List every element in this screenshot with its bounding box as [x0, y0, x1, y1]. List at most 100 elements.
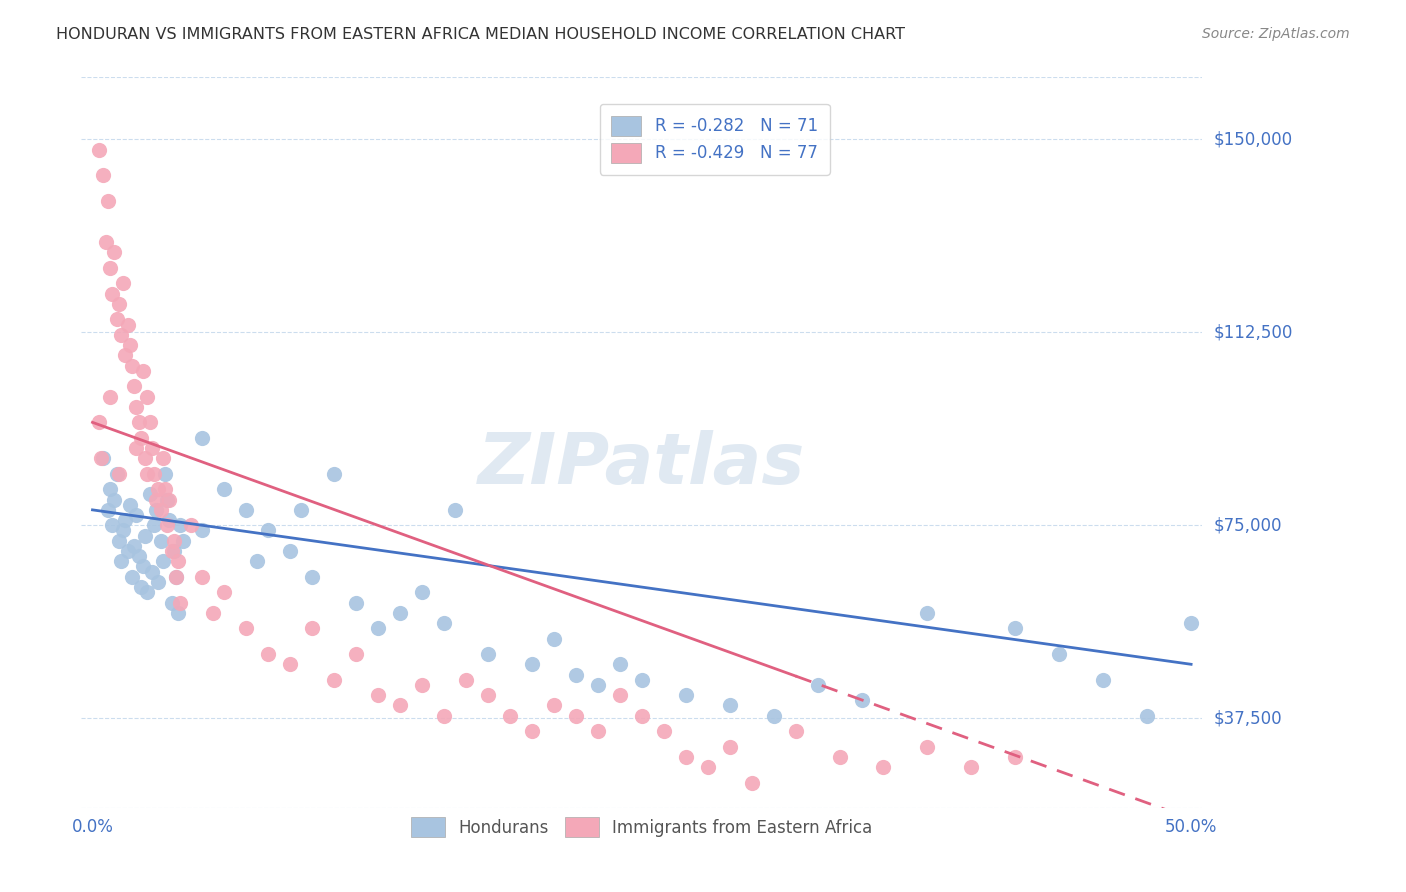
Point: [565, 667, 588, 681]
Point: [138, 415, 160, 429]
Point: [477, 647, 499, 661]
Point: [851, 693, 873, 707]
Point: [141, 565, 163, 579]
Point: [101, 286, 124, 301]
Point: [98, 483, 121, 497]
Point: [1004, 621, 1026, 635]
Point: [290, 503, 312, 517]
Point: [169, 595, 191, 609]
Point: [93, 451, 115, 466]
Point: [145, 492, 167, 507]
Point: [477, 688, 499, 702]
Point: [156, 492, 179, 507]
Point: [520, 657, 543, 672]
Point: [520, 724, 543, 739]
Point: [609, 688, 631, 702]
Point: [630, 708, 652, 723]
Point: [93, 168, 115, 182]
Point: [586, 724, 609, 739]
Point: [609, 657, 631, 672]
Point: [411, 585, 433, 599]
Point: [114, 348, 136, 362]
Point: [214, 483, 236, 497]
Point: [454, 673, 477, 687]
Point: [565, 708, 588, 723]
Point: [125, 441, 148, 455]
Point: [103, 245, 125, 260]
Point: [105, 467, 128, 481]
Point: [101, 518, 124, 533]
Point: [806, 678, 828, 692]
Point: [917, 606, 939, 620]
Point: [235, 503, 257, 517]
Point: [367, 621, 389, 635]
Point: [129, 580, 152, 594]
Point: [148, 574, 170, 589]
Point: [153, 467, 176, 481]
Point: [257, 647, 280, 661]
Point: [169, 518, 191, 533]
Point: [191, 570, 214, 584]
Text: Source: ZipAtlas.com: Source: ZipAtlas.com: [1202, 27, 1350, 41]
Point: [389, 606, 412, 620]
Point: [132, 559, 155, 574]
Text: $37,500: $37,500: [1213, 709, 1282, 727]
Point: [543, 632, 565, 646]
Point: [136, 585, 159, 599]
Point: [134, 528, 156, 542]
Point: [180, 518, 202, 533]
Point: [94, 235, 117, 249]
Point: [323, 467, 346, 481]
Text: $150,000: $150,000: [1213, 130, 1292, 148]
Point: [157, 513, 180, 527]
Point: [118, 498, 141, 512]
Point: [117, 544, 139, 558]
Point: [156, 518, 179, 533]
Point: [121, 359, 143, 373]
Point: [112, 524, 135, 538]
Point: [110, 327, 132, 342]
Point: [367, 688, 389, 702]
Point: [444, 503, 467, 517]
Point: [828, 750, 851, 764]
Point: [652, 724, 675, 739]
Point: [785, 724, 807, 739]
Point: [90, 451, 112, 466]
Point: [105, 312, 128, 326]
Point: [165, 570, 187, 584]
Point: [543, 698, 565, 713]
Point: [122, 379, 145, 393]
Legend: Hondurans, Immigrants from Eastern Africa: Hondurans, Immigrants from Eastern Afric…: [405, 810, 879, 844]
Point: [153, 483, 176, 497]
Point: [149, 533, 172, 548]
Point: [152, 554, 174, 568]
Point: [97, 503, 120, 517]
Point: [718, 698, 741, 713]
Point: [1180, 616, 1202, 631]
Point: [344, 647, 367, 661]
Point: [1004, 750, 1026, 764]
Point: [165, 570, 187, 584]
Point: [108, 467, 131, 481]
Point: [122, 539, 145, 553]
Point: [433, 708, 456, 723]
Point: [278, 657, 301, 672]
Point: [163, 533, 186, 548]
Point: [138, 487, 160, 501]
Point: [167, 554, 190, 568]
Text: ZIPatlas: ZIPatlas: [478, 430, 806, 500]
Point: [129, 431, 152, 445]
Point: [149, 503, 172, 517]
Point: [128, 415, 150, 429]
Point: [344, 595, 367, 609]
Text: HONDURAN VS IMMIGRANTS FROM EASTERN AFRICA MEDIAN HOUSEHOLD INCOME CORRELATION C: HONDURAN VS IMMIGRANTS FROM EASTERN AFRI…: [56, 27, 905, 42]
Point: [108, 533, 131, 548]
Point: [389, 698, 412, 713]
Point: [114, 513, 136, 527]
Point: [323, 673, 346, 687]
Point: [257, 524, 280, 538]
Point: [132, 364, 155, 378]
Point: [97, 194, 120, 208]
Point: [110, 554, 132, 568]
Point: [103, 492, 125, 507]
